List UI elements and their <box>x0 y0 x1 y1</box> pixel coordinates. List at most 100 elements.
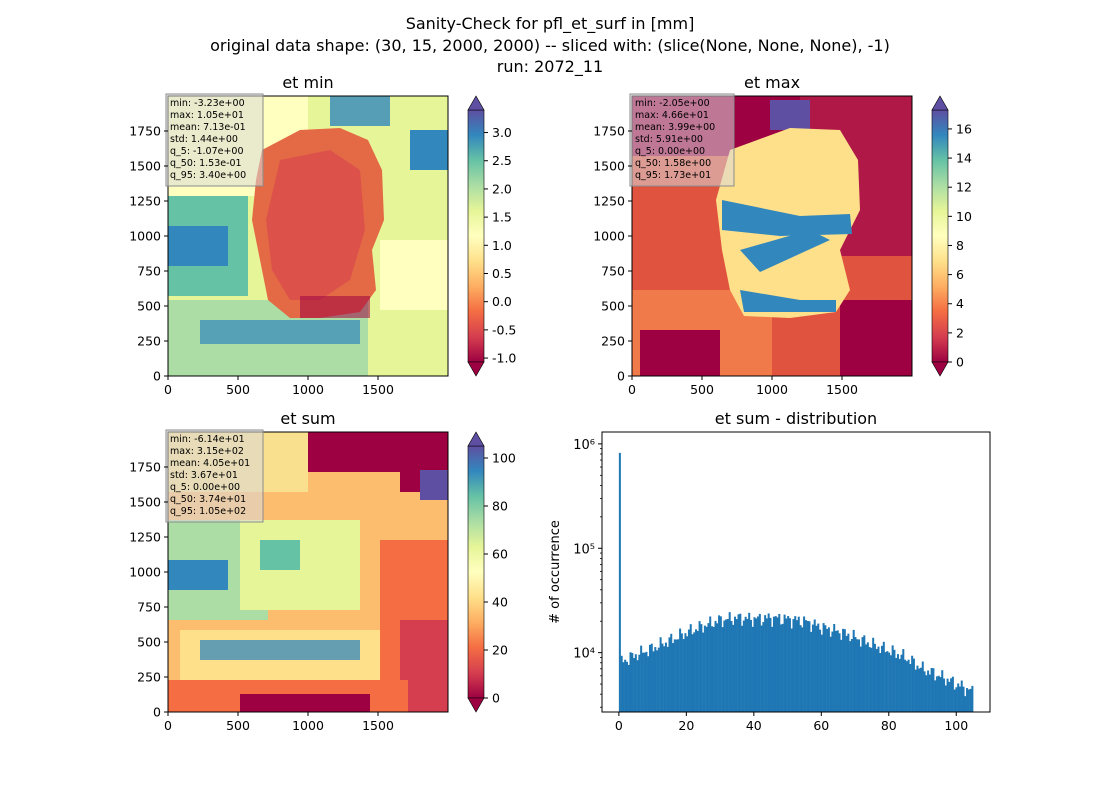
histogram-bar <box>930 668 933 712</box>
histogram-bar <box>845 635 848 712</box>
histogram-bar <box>728 612 731 712</box>
histogram-bar <box>822 623 825 712</box>
histogram-bar <box>865 644 868 712</box>
y-tick-label: 1500 <box>593 159 625 174</box>
colorbar-tick-label: 2 <box>956 325 964 340</box>
histogram-bar <box>824 625 827 712</box>
stats-line: q_95: 1.73e+01 <box>635 170 711 181</box>
figure-suptitle-line-2: original data shape: (30, 15, 2000, 2000… <box>210 36 890 55</box>
stats-line: min: -2.05e+00 <box>635 98 710 109</box>
axis-ticks: 0 500 1000 150002505007501000125015001750-1… <box>129 121 972 733</box>
y-tick-label: 500 <box>137 299 161 314</box>
colorbar <box>931 95 949 377</box>
histogram-bar <box>941 670 944 712</box>
x-tick-label: 80 <box>881 718 897 733</box>
histogram-bar <box>716 623 719 712</box>
histogram-bar <box>625 661 628 712</box>
stats-line: q_5: -1.07e+00 <box>170 146 244 157</box>
histogram-bar <box>654 647 657 712</box>
histogram-bar <box>650 643 653 712</box>
stats-line: q_50: 3.74e+01 <box>170 494 246 505</box>
histogram-bar <box>772 616 775 712</box>
histogram-bar <box>806 620 809 712</box>
y-tick-label: 500 <box>137 635 161 650</box>
colorbar-tick-label: 12 <box>956 180 972 195</box>
panel-et-sum-distribution: et sum - distribution # of occurrence <box>548 409 991 713</box>
colorbar-tick-label: 1.0 <box>492 238 512 253</box>
stats-line: q_95: 1.05e+02 <box>170 506 246 517</box>
histogram-bar <box>767 613 770 712</box>
histogram-bar <box>834 630 837 712</box>
histogram-bar <box>643 652 646 712</box>
histogram-bar <box>962 686 965 712</box>
histogram-bar <box>778 613 781 712</box>
x-tick-label: 20 <box>678 718 694 733</box>
x-tick-label: 0 <box>628 382 636 397</box>
histogram-bar <box>914 669 917 712</box>
histogram-bar <box>840 639 843 712</box>
histogram-bar <box>776 617 779 712</box>
histogram-bar <box>863 635 866 712</box>
histogram-bar <box>693 632 696 712</box>
histogram-bar <box>953 689 956 712</box>
figure-suptitle-line-3: run: 2072_11 <box>497 57 603 77</box>
histogram-bar <box>749 619 752 712</box>
histogram-bar <box>923 671 926 712</box>
histogram-bar <box>810 631 813 712</box>
x-tick-label: 0 <box>164 718 172 733</box>
histogram-bar <box>677 639 680 712</box>
histogram-bar <box>726 618 729 712</box>
histogram-bar <box>691 634 694 712</box>
histogram-bar <box>888 652 891 712</box>
histogram-bars <box>618 452 974 712</box>
histogram-bar <box>815 625 818 712</box>
histogram-bar <box>751 626 754 712</box>
stats-line: q_50: 1.53e-01 <box>170 158 242 169</box>
colorbar <box>467 95 485 377</box>
stats-line: min: -6.14e+01 <box>170 434 245 445</box>
y-tick-label: 0 <box>153 369 161 384</box>
histogram-bar <box>811 624 814 712</box>
stats-line: q_95: 3.40e+00 <box>170 170 246 181</box>
colorbar-tick-label: 2.5 <box>492 153 512 168</box>
histogram-bar <box>895 657 898 712</box>
y-tick-label: 750 <box>601 264 625 279</box>
stats-line: mean: 7.13e-01 <box>170 122 246 133</box>
histogram-bar <box>714 620 717 712</box>
histogram-bar <box>870 647 873 712</box>
x-tick-label: 40 <box>746 718 762 733</box>
histogram-bar <box>921 661 924 712</box>
histogram-bar <box>829 636 832 712</box>
y-tick-label: 1000 <box>593 229 625 244</box>
histogram-bar <box>925 675 928 712</box>
histogram-bar <box>622 662 625 712</box>
y-tick-label: 1500 <box>129 159 161 174</box>
panel-title: et sum - distribution <box>715 409 877 428</box>
x-tick-label: 1500 <box>362 718 394 733</box>
histogram-bar <box>966 688 969 712</box>
panel-title: et sum <box>280 409 335 428</box>
stats-line: q_5: 0.00e+00 <box>170 482 240 493</box>
histogram-bar <box>712 626 715 712</box>
histogram-bar <box>893 649 896 712</box>
histogram-bar <box>852 629 855 712</box>
x-tick-label: 0 <box>615 718 623 733</box>
colorbar-tick-label: 40 <box>492 595 508 610</box>
histogram-bar <box>927 670 930 712</box>
histogram-bar <box>872 637 875 712</box>
histogram-bar <box>618 452 621 712</box>
colorbar-tick-label: -1.0 <box>492 351 516 366</box>
colorbar-tick-label: 2.0 <box>492 181 512 196</box>
histogram-bar <box>817 623 820 712</box>
x-tick-label: 1000 <box>756 382 788 397</box>
histogram-bar <box>657 647 660 712</box>
histogram-bar <box>707 623 710 712</box>
histogram-bar <box>765 618 768 712</box>
histogram-bar <box>831 631 834 712</box>
x-tick-label: 100 <box>944 718 968 733</box>
histogram-bar <box>928 674 931 712</box>
stats-line: std: 5.91e+00 <box>635 134 703 145</box>
histogram-bar <box>744 616 747 712</box>
histogram-bar <box>971 685 974 712</box>
histogram-bar <box>781 623 784 712</box>
